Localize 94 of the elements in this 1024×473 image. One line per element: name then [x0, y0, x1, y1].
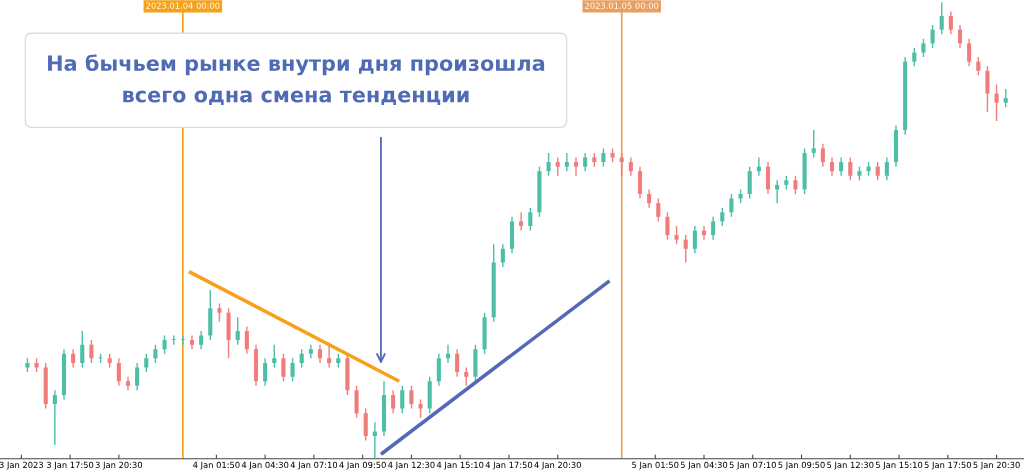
candlestick [372, 421, 377, 459]
candlestick [272, 343, 277, 369]
candlestick [199, 330, 204, 350]
candlestick [729, 193, 734, 218]
x-tick-label: 3 Jan 20:30 [95, 461, 143, 470]
candlestick [692, 225, 697, 255]
candlestick [765, 161, 771, 195]
candlestick [400, 385, 405, 414]
ref-line-label: 2023.01.04 00:00 [146, 2, 220, 9]
x-tick-label: 5 Jan 01:50 [632, 461, 679, 470]
candlestick [418, 398, 423, 419]
x-tick-label: 4 Jan 09:50 [339, 461, 386, 470]
candlestick [180, 334, 185, 346]
candlestick [244, 325, 249, 355]
candlestick [829, 156, 835, 177]
candlestick [720, 207, 725, 227]
candlestick [912, 47, 917, 67]
candlestick [674, 225, 679, 245]
x-tick-label: 5 Jan 09:50 [778, 461, 825, 470]
candlestick [1003, 88, 1008, 108]
x-tick-label: 4 Jan 04:30 [241, 461, 289, 470]
x-tick-label: 4 Jan 15:10 [436, 461, 484, 470]
candlestick [354, 385, 359, 419]
x-tick-label: 5 Jan 04:30 [680, 461, 728, 470]
candlestick [628, 156, 633, 177]
candlestick [939, 1, 944, 35]
candlestick [994, 83, 999, 122]
x-tick-label: 5 Jan 07:10 [729, 461, 776, 470]
candlestick [519, 211, 524, 232]
candlestick [162, 334, 167, 355]
candlestick [811, 129, 816, 159]
candlestick [71, 348, 76, 369]
x-tick-label: 4 Jan 20:30 [534, 461, 581, 470]
x-tick-label: 3 Jan 17:50 [47, 461, 94, 470]
candlestick [665, 211, 670, 241]
candlestick [436, 353, 441, 387]
candlestick [546, 152, 551, 177]
candlestick [528, 207, 533, 232]
candlestick [573, 156, 579, 177]
x-tick-label: 5 Jan 12:30 [827, 461, 874, 470]
candlestick [884, 156, 889, 182]
candlestick [153, 343, 158, 364]
x-tick-label: 5 Jan 20:30 [973, 461, 1020, 470]
annotation: На бычьем рынке внутри дня произошла всего одна смена тенденции [48, 54, 545, 106]
x-tick-label: 4 Jan 01:50 [193, 461, 240, 470]
candlestick [793, 175, 798, 195]
candlestick [985, 65, 990, 113]
candlestick [656, 197, 661, 223]
candlestick [455, 348, 460, 378]
candlestick [391, 389, 396, 414]
candlestick [299, 348, 304, 369]
candlestick [948, 10, 953, 35]
candlestick [820, 143, 825, 168]
candlestick [52, 389, 57, 446]
candlestick [711, 216, 716, 241]
candlestick [976, 56, 981, 77]
candlestick [500, 243, 505, 268]
candlestick [848, 156, 853, 182]
x-tick-label: 5 Jan 17:50 [924, 461, 971, 470]
candlestick [290, 357, 295, 382]
candlestick [683, 234, 688, 264]
candlestick [967, 38, 972, 67]
candlestick [564, 152, 569, 172]
candlestick [263, 357, 268, 387]
candlestick [637, 165, 643, 200]
candlestick [601, 147, 606, 168]
candlestick [135, 362, 140, 392]
candlestick [144, 353, 149, 373]
candlestick [317, 343, 323, 364]
candlestick [217, 302, 222, 323]
candlestick [464, 366, 469, 387]
candlestick [363, 407, 368, 442]
x-tick-label: 4 Jan 12:30 [388, 461, 435, 470]
ref-line-label: 2023.01.05 00:00 [585, 2, 659, 9]
candlestick [839, 156, 844, 177]
x-tick-label: 4 Jan 07:10 [290, 461, 338, 470]
candlestick [116, 357, 121, 387]
x-tick-label: 4 Jan 17:50 [485, 461, 533, 470]
candlestick [930, 24, 935, 49]
candlestick [647, 188, 652, 209]
candlestick [583, 152, 588, 172]
candlestick [281, 353, 286, 382]
candlestick [80, 330, 85, 369]
candlestick [555, 156, 560, 177]
candlestick [875, 161, 880, 182]
candlestick [409, 385, 414, 410]
candlestick [89, 339, 94, 364]
candlestick [957, 24, 963, 49]
candlestick [747, 165, 752, 200]
x-tick-label: 5 Jan 15:10 [875, 461, 923, 470]
candlestick [327, 343, 332, 369]
candlestick [921, 38, 926, 58]
candlestick [235, 316, 240, 346]
x-tick-label: 3 Jan 2023 [0, 461, 43, 470]
